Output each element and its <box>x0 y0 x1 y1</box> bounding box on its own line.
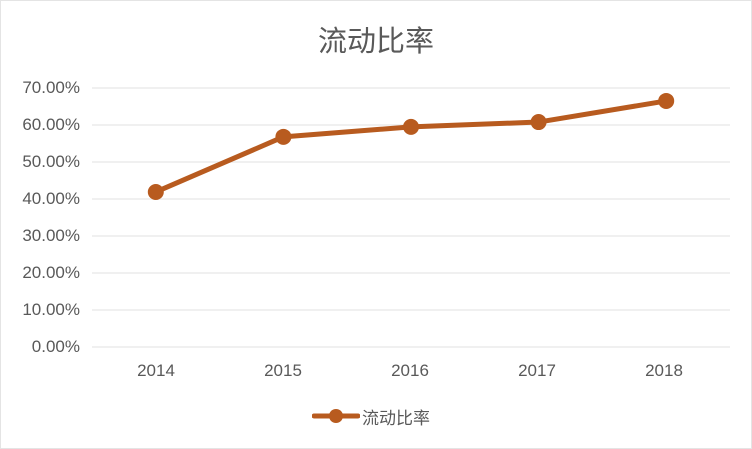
x-tick-label: 2017 <box>518 361 556 380</box>
y-tick-label: 10.00% <box>22 300 80 319</box>
y-tick-label: 40.00% <box>22 189 80 208</box>
x-tick-label: 2018 <box>645 361 683 380</box>
data-point-marker <box>275 128 292 145</box>
y-tick-label: 60.00% <box>22 115 80 134</box>
y-tick-label: 0.00% <box>31 337 80 356</box>
y-tick-label: 70.00% <box>22 78 80 97</box>
series-markers <box>147 92 675 200</box>
y-tick-label: 20.00% <box>22 263 80 282</box>
data-point-marker <box>147 183 164 200</box>
y-tick-label: 30.00% <box>22 226 80 245</box>
legend-line-marker-icon <box>312 409 360 423</box>
gridlines <box>92 87 730 348</box>
chart-title: 流动比率 <box>317 24 434 58</box>
y-tick-label: 50.00% <box>22 152 80 171</box>
data-point-marker <box>530 114 547 131</box>
data-point-marker <box>403 118 419 135</box>
x-tick-label: 2015 <box>264 361 302 380</box>
x-tick-label: 2014 <box>137 361 175 380</box>
legend-label: 流动比率 <box>362 408 430 429</box>
x-tick-label: 2016 <box>391 361 429 380</box>
legend: 流动比率 <box>312 404 430 429</box>
series-line <box>153 98 669 195</box>
data-point-marker <box>658 92 675 109</box>
